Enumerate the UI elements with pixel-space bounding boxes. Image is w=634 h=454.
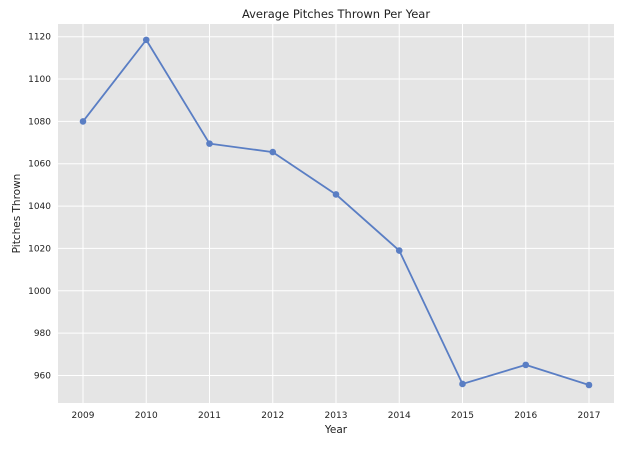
data-point bbox=[395, 247, 403, 254]
y-tick-label: 1020 bbox=[28, 244, 51, 254]
y-tick-label: 1080 bbox=[28, 117, 51, 127]
x-tick-label: 2012 bbox=[261, 411, 284, 421]
data-point bbox=[522, 361, 530, 369]
y-tick-label: 960 bbox=[34, 371, 51, 381]
data-point bbox=[142, 36, 150, 44]
x-tick-label: 2014 bbox=[388, 411, 411, 421]
data-point bbox=[206, 140, 213, 147]
x-tick-label: 2010 bbox=[135, 411, 158, 421]
series-layer bbox=[79, 36, 593, 389]
x-tick-label: 2016 bbox=[514, 411, 537, 421]
x-tick-label: 2015 bbox=[451, 411, 474, 421]
x-tick-label: 2009 bbox=[72, 411, 95, 421]
x-tick-label: 2017 bbox=[578, 411, 601, 421]
grid-lines bbox=[58, 24, 614, 403]
y-tick-label: 1060 bbox=[28, 160, 51, 170]
y-tick-label: 980 bbox=[34, 329, 51, 339]
chart-title: Average Pitches Thrown Per Year bbox=[242, 7, 430, 21]
y-tick-label: 1120 bbox=[28, 33, 51, 43]
data-point bbox=[332, 191, 340, 198]
x-tick-label: 2013 bbox=[325, 411, 348, 421]
y-tick-label: 1000 bbox=[28, 287, 51, 297]
data-point bbox=[269, 148, 277, 156]
y-axis-ticks: 960 980 1000 1020 1040 1060 1080 1100 1120 bbox=[28, 33, 51, 382]
x-tick-label: 2011 bbox=[198, 411, 221, 421]
y-tick-label: 1100 bbox=[28, 75, 51, 85]
data-point bbox=[79, 118, 87, 125]
data-point bbox=[585, 381, 593, 389]
x-axis-ticks: 2009 2010 2011 2012 2013 2014 2015 2016 2017 bbox=[72, 411, 601, 421]
y-axis-label: Pitches Thrown bbox=[11, 174, 23, 254]
y-tick-label: 1040 bbox=[28, 202, 51, 212]
x-axis-label: Year bbox=[324, 424, 348, 436]
data-point bbox=[459, 380, 466, 388]
